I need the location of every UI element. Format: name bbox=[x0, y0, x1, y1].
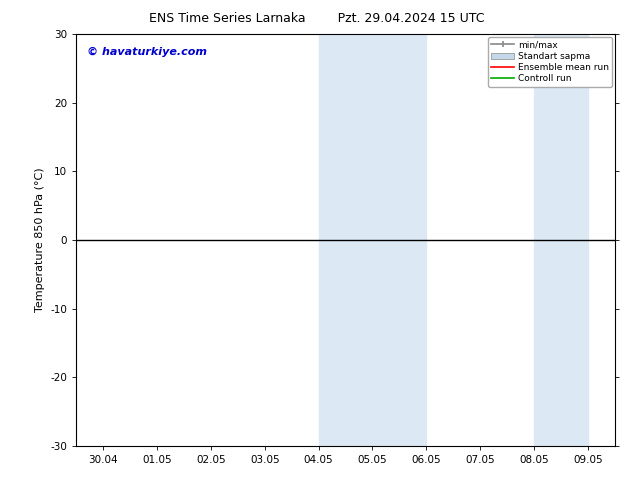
Text: © havaturkiye.com: © havaturkiye.com bbox=[87, 47, 207, 57]
Bar bbox=[373, 34, 426, 446]
Bar bbox=[319, 34, 373, 446]
Y-axis label: Temperature 850 hPa (°C): Temperature 850 hPa (°C) bbox=[35, 168, 44, 313]
Legend: min/max, Standart sapma, Ensemble mean run, Controll run: min/max, Standart sapma, Ensemble mean r… bbox=[488, 37, 612, 87]
Text: ENS Time Series Larnaka        Pzt. 29.04.2024 15 UTC: ENS Time Series Larnaka Pzt. 29.04.2024 … bbox=[149, 12, 485, 25]
Bar bbox=[534, 34, 588, 446]
